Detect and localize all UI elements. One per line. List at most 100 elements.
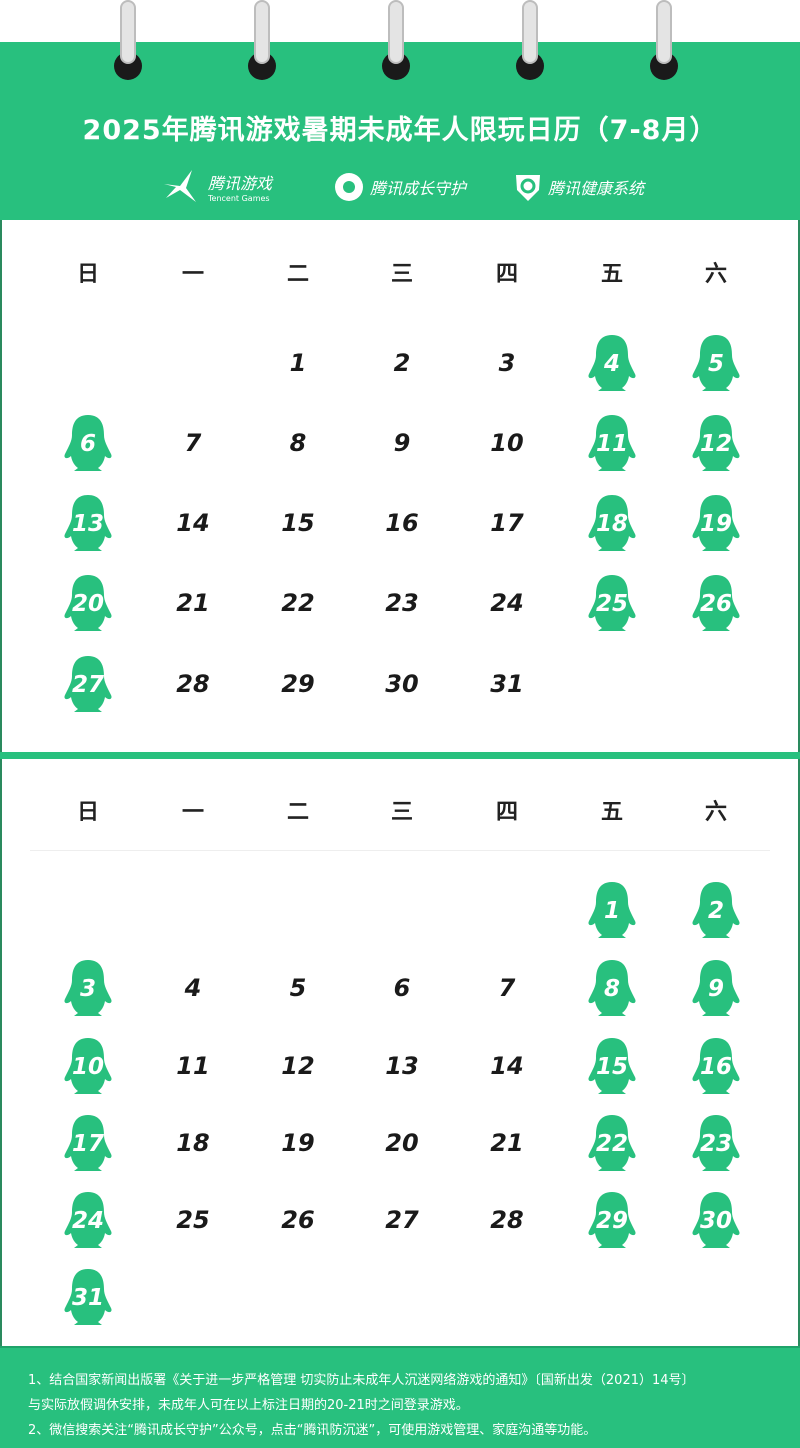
- day-number: 19: [699, 511, 732, 537]
- penguin-icon: [692, 1192, 740, 1248]
- day-number: 30: [699, 1208, 732, 1234]
- day-number: 18: [595, 511, 628, 537]
- month-divider: [0, 752, 800, 759]
- day-number: 15: [595, 1054, 628, 1080]
- allowed-day-cell: 17: [60, 1113, 116, 1173]
- day-cell: 22: [270, 573, 326, 633]
- day-number: 30: [385, 670, 419, 698]
- penguin-icon: [64, 960, 112, 1016]
- growth-guard-icon: [335, 173, 363, 201]
- weekday-label: 日: [76, 262, 99, 287]
- day-cell: 7: [165, 413, 221, 473]
- day-number: 27: [385, 1206, 419, 1234]
- allowed-day-cell: 4: [584, 333, 640, 393]
- day-cell: 15: [270, 493, 326, 553]
- day-cell: 28: [479, 1190, 535, 1250]
- penguin-icon: [692, 335, 740, 391]
- day-number: 27: [71, 672, 104, 698]
- day-number: 13: [385, 1052, 419, 1080]
- day-cell: 12: [270, 1036, 326, 1096]
- allowed-day-cell: 19: [688, 493, 744, 553]
- day-number: 28: [176, 670, 210, 698]
- day-number: 17: [71, 1131, 104, 1157]
- day-number: 22: [595, 1131, 628, 1157]
- day-number: 2: [393, 349, 411, 377]
- ring-rod: [388, 0, 404, 64]
- day-cell: 11: [165, 1036, 221, 1096]
- penguin-icon: [64, 575, 112, 631]
- weekday-label: 日: [76, 800, 99, 825]
- weekday-label: 三: [390, 800, 413, 825]
- day-cell: 27: [374, 1190, 430, 1250]
- day-cell: 10: [479, 413, 535, 473]
- penguin-icon: [64, 1038, 112, 1094]
- weekday-label: 五: [600, 800, 623, 825]
- logo-growth-guard: 腾讯成长守护: [334, 172, 466, 202]
- penguin-icon: [64, 1115, 112, 1171]
- day-cell: 6: [374, 958, 430, 1018]
- ring-rod: [522, 0, 538, 64]
- penguin-icon: [64, 1269, 112, 1325]
- day-number: 9: [393, 429, 411, 457]
- allowed-day-cell: 8: [584, 958, 640, 1018]
- day-number: 11: [176, 1052, 210, 1080]
- day-number: 20: [71, 591, 104, 617]
- allowed-day-cell: 9: [688, 958, 744, 1018]
- day-number: 8: [603, 976, 620, 1002]
- penguin-icon: [692, 1038, 740, 1094]
- weekday-label: 五: [600, 262, 623, 287]
- day-number: 31: [490, 670, 524, 698]
- day-number: 2: [707, 898, 724, 924]
- weekday-label: 六: [704, 262, 727, 287]
- health-system-icon: [516, 175, 540, 201]
- day-cell: 16: [374, 493, 430, 553]
- allowed-day-cell: 1: [584, 880, 640, 940]
- day-cell: 23: [374, 573, 430, 633]
- day-cell: 8: [270, 413, 326, 473]
- day-cell: 5: [270, 958, 326, 1018]
- penguin-icon: [588, 1192, 636, 1248]
- weekday-label: 六: [704, 800, 727, 825]
- page-title: 2025年腾讯游戏暑期未成年人限玩日历（7-8月）: [82, 115, 718, 146]
- day-number: 29: [281, 670, 315, 698]
- day-cell: 18: [165, 1113, 221, 1173]
- penguin-icon: [64, 1192, 112, 1248]
- day-number: 25: [595, 591, 628, 617]
- day-cell: 7: [479, 958, 535, 1018]
- day-number: 14: [490, 1052, 524, 1080]
- penguin-icon: [588, 495, 636, 551]
- allowed-day-cell: 11: [584, 413, 640, 473]
- day-cell: 30: [374, 654, 430, 714]
- penguin-icon: [692, 415, 740, 471]
- day-cell: 31: [479, 654, 535, 714]
- penguin-icon: [692, 1115, 740, 1171]
- day-number: 6: [79, 431, 96, 457]
- day-cell: 2: [374, 333, 430, 393]
- day-number: 3: [498, 349, 516, 377]
- ring-rod: [656, 0, 672, 64]
- day-cell: 29: [270, 654, 326, 714]
- day-number: 1: [603, 898, 620, 924]
- day-cell: 17: [479, 493, 535, 553]
- day-number: 25: [176, 1206, 210, 1234]
- day-number: 4: [603, 351, 620, 377]
- day-number: 11: [595, 431, 628, 457]
- penguin-icon: [588, 1038, 636, 1094]
- day-cell: 21: [479, 1113, 535, 1173]
- day-number: 28: [490, 1206, 524, 1234]
- day-number: 21: [176, 589, 210, 617]
- day-number: 5: [289, 974, 307, 1002]
- day-number: 22: [281, 589, 315, 617]
- penguin-icon: [588, 1115, 636, 1171]
- day-cell: 21: [165, 573, 221, 633]
- allowed-day-cell: 16: [688, 1036, 744, 1096]
- day-number: 16: [699, 1054, 732, 1080]
- day-number: 20: [385, 1129, 419, 1157]
- penguin-icon: [588, 575, 636, 631]
- day-number: 12: [699, 431, 732, 457]
- day-number: 1: [289, 349, 307, 377]
- weekday-label: 二: [286, 262, 309, 287]
- allowed-day-cell: 31: [60, 1267, 116, 1327]
- day-number: 26: [699, 591, 732, 617]
- day-cell: 14: [165, 493, 221, 553]
